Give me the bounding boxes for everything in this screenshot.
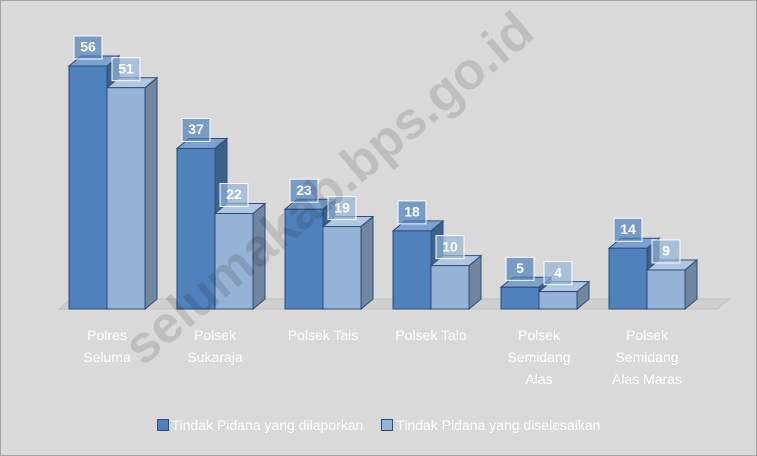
bar bbox=[105, 76, 159, 311]
bar-front bbox=[538, 291, 578, 310]
data-label-box bbox=[327, 196, 357, 221]
data-label: 18 bbox=[404, 204, 420, 220]
data-label-box bbox=[613, 217, 643, 242]
bar bbox=[429, 254, 483, 311]
legend-label: Tindak Pidana yang dilaporkan bbox=[171, 417, 364, 433]
legend-swatch bbox=[156, 419, 169, 431]
data-label: 9 bbox=[662, 243, 670, 259]
data-label: 4 bbox=[554, 264, 562, 280]
bar bbox=[321, 215, 375, 311]
legend-label: Tindak Pidana yang diselesaikan bbox=[396, 417, 601, 433]
bar-front bbox=[608, 247, 648, 310]
data-label-box bbox=[73, 35, 103, 60]
legend-item: Tindak Pidana yang diselesaikan bbox=[381, 417, 600, 433]
data-label-box bbox=[543, 261, 573, 286]
data-label: 51 bbox=[118, 60, 134, 76]
data-label: 23 bbox=[296, 182, 312, 198]
bar bbox=[645, 258, 699, 311]
x-tick-label: Polsek Sukaraja bbox=[187, 327, 243, 365]
bar-front bbox=[106, 87, 146, 310]
bar-front bbox=[500, 286, 540, 310]
data-label-box bbox=[505, 256, 535, 281]
data-label: 14 bbox=[620, 221, 636, 237]
legend: Tindak Pidana yang dilaporkan Tindak Pida… bbox=[1, 417, 756, 433]
x-tick-label: Polres Seluma bbox=[83, 327, 131, 365]
bar-front bbox=[430, 265, 470, 310]
bar-front bbox=[392, 230, 432, 310]
x-tick-label: Polsek Tais bbox=[287, 327, 359, 343]
x-tick-label: Polsek Semidang Alas bbox=[507, 327, 571, 387]
x-tick-label: Polsek Talo bbox=[395, 327, 467, 343]
data-label-box bbox=[219, 183, 249, 208]
bar-front bbox=[214, 213, 254, 310]
bar-side bbox=[360, 215, 374, 311]
data-label: 37 bbox=[188, 121, 204, 137]
bar-front bbox=[176, 147, 216, 310]
legend-item: Tindak Pidana yang dilaporkan bbox=[156, 417, 364, 433]
bar-front bbox=[322, 226, 362, 310]
data-label-box bbox=[111, 57, 141, 82]
bar-side bbox=[144, 76, 158, 311]
data-label: 10 bbox=[442, 238, 458, 254]
data-label-box bbox=[397, 200, 427, 225]
x-tick-label: Polsek Semidang Alas Maras bbox=[611, 327, 683, 387]
bar-front bbox=[646, 269, 686, 310]
data-label: 19 bbox=[334, 199, 350, 215]
bar-front bbox=[284, 208, 324, 310]
data-label: 56 bbox=[80, 39, 96, 55]
data-label-box bbox=[181, 117, 211, 142]
bar-front bbox=[68, 65, 108, 310]
data-label: 22 bbox=[226, 186, 242, 202]
legend-swatch bbox=[381, 419, 394, 431]
bar bbox=[213, 202, 267, 311]
data-label: 5 bbox=[516, 260, 524, 276]
bar bbox=[537, 280, 591, 311]
data-label-box bbox=[435, 235, 465, 260]
data-label-box bbox=[651, 239, 681, 264]
data-label-box bbox=[289, 178, 319, 203]
